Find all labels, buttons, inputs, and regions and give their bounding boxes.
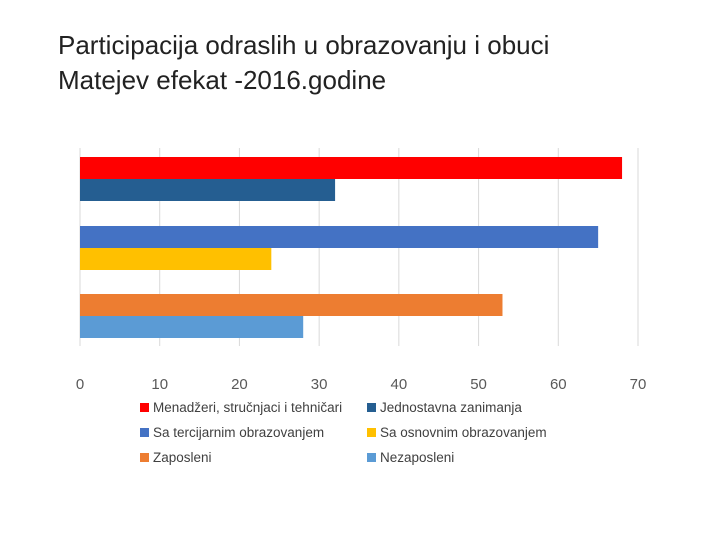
legend-swatch-2 bbox=[367, 403, 376, 412]
legend-label-3: Sa tercijarnim obrazovanjem bbox=[153, 425, 324, 440]
x-tick-label-70: 70 bbox=[630, 376, 647, 393]
x-tick-label-30: 30 bbox=[311, 376, 328, 393]
legend-label-4: Sa osnovnim obrazovanjem bbox=[380, 425, 547, 440]
legend-swatch-6 bbox=[367, 453, 376, 462]
title-line-1: Participacija odraslih u obrazovanju i o… bbox=[58, 30, 550, 60]
legend-label-2: Jednostavna zanimanja bbox=[380, 400, 522, 415]
slide-title: Participacija odraslih u obrazovanju i o… bbox=[58, 28, 698, 98]
bar-group1-series1 bbox=[80, 157, 623, 179]
legend-label-1: Menadžeri, stručnjaci i tehničari bbox=[153, 400, 342, 415]
bar-group2-series2 bbox=[80, 248, 272, 270]
x-tick-label-20: 20 bbox=[231, 376, 248, 393]
x-tick-label-0: 0 bbox=[76, 376, 84, 393]
legend-swatch-1 bbox=[140, 403, 149, 412]
x-tick-label-60: 60 bbox=[550, 376, 567, 393]
legend-swatch-5 bbox=[140, 453, 149, 462]
x-tick-label-10: 10 bbox=[151, 376, 168, 393]
bar-group3-series1 bbox=[80, 294, 503, 316]
x-tick-label-50: 50 bbox=[470, 376, 487, 393]
legend-label-5: Zaposleni bbox=[153, 450, 212, 465]
title-line-2: Matejev efekat -2016.godine bbox=[58, 65, 387, 95]
x-tick-label-40: 40 bbox=[391, 376, 408, 393]
legend-label-6: Nezaposleni bbox=[380, 450, 454, 465]
bar-group2-series1 bbox=[80, 226, 599, 248]
legend-swatch-3 bbox=[140, 428, 149, 437]
bar-group3-series2 bbox=[80, 316, 304, 338]
legend-swatch-4 bbox=[367, 428, 376, 437]
bar-group1-series2 bbox=[80, 179, 336, 201]
